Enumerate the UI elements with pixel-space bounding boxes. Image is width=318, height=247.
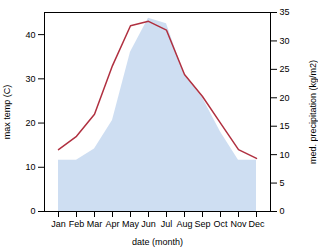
svg-text:40: 40: [25, 29, 35, 39]
svg-text:Aug: Aug: [176, 219, 192, 229]
svg-text:0: 0: [280, 206, 285, 216]
svg-text:20: 20: [25, 118, 35, 128]
svg-text:10: 10: [280, 150, 290, 160]
svg-text:15: 15: [280, 121, 290, 131]
svg-text:Jan: Jan: [51, 219, 66, 229]
svg-text:med. precipitation (kg/m2): med. precipitation (kg/m2): [308, 60, 318, 164]
svg-text:25: 25: [280, 64, 290, 74]
svg-text:Nov: Nov: [230, 219, 247, 229]
svg-text:May: May: [122, 219, 140, 229]
svg-text:Sep: Sep: [194, 219, 210, 229]
svg-text:Jun: Jun: [141, 219, 156, 229]
svg-text:0: 0: [30, 206, 35, 216]
svg-text:20: 20: [280, 93, 290, 103]
svg-text:5: 5: [280, 178, 285, 188]
svg-text:Apr: Apr: [105, 219, 119, 229]
svg-text:30: 30: [280, 36, 290, 46]
svg-text:Oct: Oct: [213, 219, 228, 229]
svg-text:Feb: Feb: [69, 219, 85, 229]
svg-text:Mar: Mar: [87, 219, 103, 229]
svg-text:30: 30: [25, 74, 35, 84]
svg-text:date (month): date (month): [132, 237, 183, 247]
svg-text:10: 10: [25, 162, 35, 172]
svg-text:Dec: Dec: [248, 219, 265, 229]
svg-text:Jul: Jul: [161, 219, 173, 229]
svg-text:max temp (C): max temp (C): [2, 85, 12, 140]
svg-text:35: 35: [280, 7, 290, 17]
